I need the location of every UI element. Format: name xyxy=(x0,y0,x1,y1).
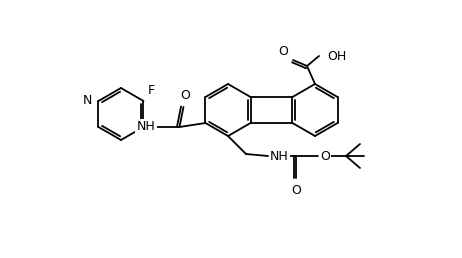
Text: O: O xyxy=(278,45,288,58)
Text: N: N xyxy=(83,94,92,108)
Text: O: O xyxy=(320,149,330,163)
Text: NH: NH xyxy=(137,120,156,133)
Text: O: O xyxy=(181,89,190,102)
Text: F: F xyxy=(147,84,155,97)
Text: OH: OH xyxy=(327,50,346,62)
Text: NH: NH xyxy=(270,149,289,163)
Text: O: O xyxy=(291,184,301,197)
